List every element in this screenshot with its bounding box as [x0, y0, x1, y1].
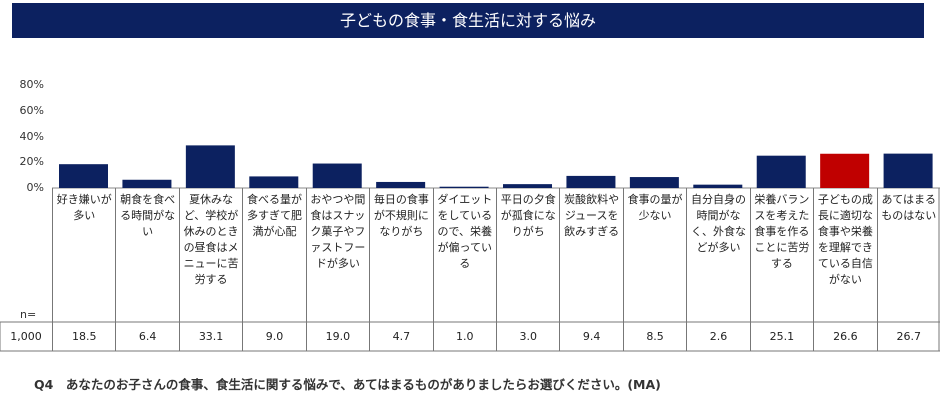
bar-6 — [439, 186, 489, 188]
bar-5 — [376, 181, 426, 188]
category-label: あてはまるものはない — [876, 188, 940, 322]
bar-10 — [693, 184, 743, 188]
bar-12 — [820, 153, 870, 188]
category-label: 子どもの成長に適切な食事や栄養を理解できている自信がない — [813, 188, 876, 322]
bar-8 — [566, 175, 616, 188]
question-text: Q4 あなたのお子さんの食事、食生活に関する悩みで、あてはまるものがありましたら… — [34, 377, 661, 392]
value-label: 19.0 — [305, 322, 369, 351]
value-label: 1.0 — [432, 322, 496, 351]
chart-title: 子どもの食事・食生活に対する悩み — [12, 3, 924, 38]
value-label: 9.4 — [559, 322, 622, 351]
value-label: 33.1 — [178, 322, 242, 351]
category-label: ダイエットをしているので、栄養が偏っている — [432, 188, 496, 322]
bar-11 — [756, 155, 806, 188]
category-label: 朝食を食べる時間がない — [115, 188, 178, 322]
category-label: 自分自身の時間がなく、外食などが多い — [686, 188, 749, 322]
value-label: 4.7 — [369, 322, 432, 351]
category-label: 炭酸飲料やジュースを飲みすぎる — [559, 188, 622, 322]
category-label: おやつや間食はスナック菓子やファストフードが多い — [305, 188, 369, 322]
y-tick-label: 0% — [26, 181, 44, 194]
category-label: 食べる量が多すぎて肥満が心配 — [242, 188, 305, 322]
category-label: 栄養バランスを考えた食事を作ることに苦労する — [749, 188, 813, 322]
bar-1 — [122, 179, 172, 188]
value-label: 25.1 — [749, 322, 813, 351]
value-label: 2.6 — [686, 322, 749, 351]
category-label: 食事の量が少ない — [622, 188, 686, 322]
bar-9 — [629, 177, 679, 188]
category-label: 好き嫌いが多い — [52, 188, 115, 322]
value-label: 18.5 — [52, 322, 115, 351]
value-label: 3.0 — [496, 322, 559, 351]
y-tick-label: 60% — [19, 103, 44, 117]
bar-4 — [312, 163, 362, 188]
bar-2 — [185, 145, 235, 188]
category-label: 毎日の食事が不規則になりがち — [369, 188, 432, 322]
bar-0 — [59, 164, 108, 188]
n-value: 1,000 — [10, 330, 42, 343]
value-label: 9.0 — [242, 322, 305, 351]
value-label: 26.6 — [813, 322, 876, 351]
value-label: 8.5 — [622, 322, 686, 351]
bar-13 — [883, 153, 933, 188]
y-tick-label: 80% — [19, 78, 44, 91]
category-label: 平日の夕食が孤食になりがち — [496, 188, 559, 322]
y-tick-label: 20% — [19, 155, 44, 169]
value-label: 26.7 — [876, 322, 940, 351]
category-label: 夏休みなど、学校が休みのときの昼食はメニューに苦労する — [178, 188, 242, 322]
bar-7 — [503, 184, 553, 188]
bar-3 — [249, 176, 299, 188]
value-label: 6.4 — [115, 322, 178, 351]
n-label: n= — [20, 308, 37, 321]
y-tick-label: 40% — [19, 129, 44, 143]
